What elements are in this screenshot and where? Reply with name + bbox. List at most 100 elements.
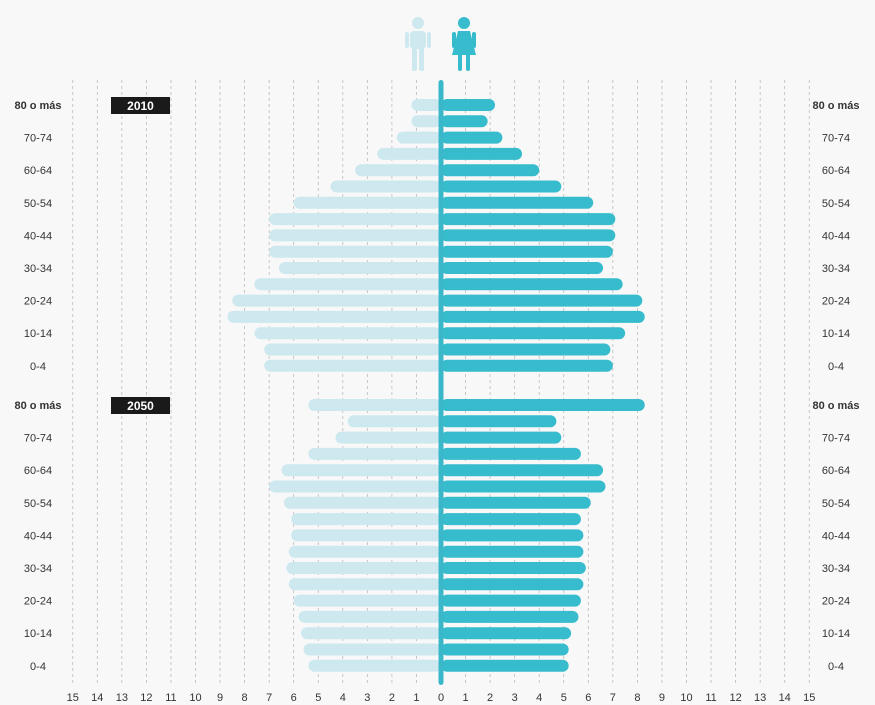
bar-female <box>441 229 615 241</box>
bar-female <box>441 278 623 290</box>
age-label-left: 20-24 <box>24 296 52 308</box>
age-label-right: 70-74 <box>822 133 850 145</box>
year-badge-label: 2010 <box>127 99 154 113</box>
x-tick-label: 13 <box>754 692 766 704</box>
bar-female <box>441 132 502 144</box>
bar-female <box>441 611 578 623</box>
x-tick-label: 9 <box>217 692 223 704</box>
bar-female <box>441 415 556 427</box>
x-tick-label: 12 <box>729 692 741 704</box>
bar-female <box>441 197 593 209</box>
bar-female <box>441 595 581 607</box>
bar-male <box>269 213 441 225</box>
bar-male <box>299 611 441 623</box>
x-tick-label: 6 <box>291 692 297 704</box>
age-label-right: 60-64 <box>822 465 850 477</box>
x-tick-label: 14 <box>779 692 791 704</box>
female-figure-icon <box>452 17 476 71</box>
bar-female <box>441 164 539 176</box>
bar-female <box>441 513 581 525</box>
bar-male <box>308 660 441 672</box>
bar-female <box>441 399 645 411</box>
x-tick-label: 4 <box>340 692 346 704</box>
bar-female <box>441 497 591 509</box>
center-axis <box>439 80 444 685</box>
x-tick-label: 12 <box>140 692 152 704</box>
bar-female <box>441 311 645 323</box>
bar-male <box>397 132 441 144</box>
age-label-left: 70-74 <box>24 133 52 145</box>
x-tick-label: 0 <box>438 692 444 704</box>
bar-male <box>289 546 441 558</box>
bar-female <box>441 262 603 274</box>
x-tick-label: 2 <box>487 692 493 704</box>
x-tick-label: 3 <box>364 692 370 704</box>
age-label-left: 10-14 <box>24 328 52 340</box>
bar-male <box>294 197 441 209</box>
age-label-left: 0-4 <box>30 661 46 673</box>
age-label-left: 0-4 <box>30 361 46 373</box>
x-tick-label: 2 <box>389 692 395 704</box>
bar-male <box>355 164 441 176</box>
year-badge-label: 2050 <box>127 399 154 413</box>
age-label-right: 10-14 <box>822 328 850 340</box>
bar-male <box>264 360 441 372</box>
age-label-right: 60-64 <box>822 165 850 177</box>
bar-female <box>441 327 625 339</box>
bar-male <box>269 246 441 258</box>
age-label-left: 40-44 <box>24 230 52 242</box>
bar-male <box>335 432 441 444</box>
age-label-right: 80 o más <box>812 100 859 112</box>
x-tick-label: 1 <box>462 692 468 704</box>
bar-female <box>441 464 603 476</box>
bar-male <box>279 262 441 274</box>
age-label-left: 10-14 <box>24 628 52 640</box>
x-tick-label: 10 <box>189 692 201 704</box>
x-tick-label: 13 <box>116 692 128 704</box>
age-label-left: 60-64 <box>24 165 52 177</box>
bar-female <box>441 344 610 356</box>
bar-female <box>441 529 583 541</box>
x-tick-label: 4 <box>536 692 542 704</box>
age-label-right: 20-24 <box>822 596 850 608</box>
age-label-left: 50-54 <box>24 198 52 210</box>
bar-female <box>441 246 613 258</box>
bar-female <box>441 481 605 493</box>
age-label-left: 70-74 <box>24 433 52 445</box>
bars <box>227 99 644 672</box>
bar-male <box>289 578 441 590</box>
age-label-left: 30-34 <box>24 263 52 275</box>
x-tick-label: 10 <box>680 692 692 704</box>
bar-male <box>269 229 441 241</box>
age-label-left: 20-24 <box>24 596 52 608</box>
age-label-right: 0-4 <box>828 361 844 373</box>
age-label-left: 80 o más <box>14 400 61 412</box>
bar-male <box>412 99 441 111</box>
age-label-right: 70-74 <box>822 433 850 445</box>
bar-male <box>304 644 441 656</box>
x-tick-label: 8 <box>242 692 248 704</box>
x-tick-label: 3 <box>512 692 518 704</box>
age-label-right: 50-54 <box>822 198 850 210</box>
bar-female <box>441 213 615 225</box>
bar-male <box>264 344 441 356</box>
bar-female <box>441 578 583 590</box>
bar-male <box>291 529 441 541</box>
x-tick-label: 15 <box>67 692 79 704</box>
zero-axis <box>439 80 444 685</box>
age-label-right: 40-44 <box>822 230 850 242</box>
male-figure-icon <box>405 17 431 71</box>
x-tick-label: 15 <box>803 692 815 704</box>
bar-female <box>441 432 561 444</box>
bar-female <box>441 660 569 672</box>
x-tick-label: 5 <box>561 692 567 704</box>
bar-female <box>441 181 561 193</box>
bar-female <box>441 99 495 111</box>
bar-male <box>291 513 441 525</box>
bar-male <box>377 148 441 160</box>
bar-male <box>301 627 441 639</box>
bar-male <box>294 595 441 607</box>
bar-male <box>331 181 441 193</box>
year-badges: 2010 2050 <box>111 97 170 414</box>
age-label-right: 40-44 <box>822 530 850 542</box>
